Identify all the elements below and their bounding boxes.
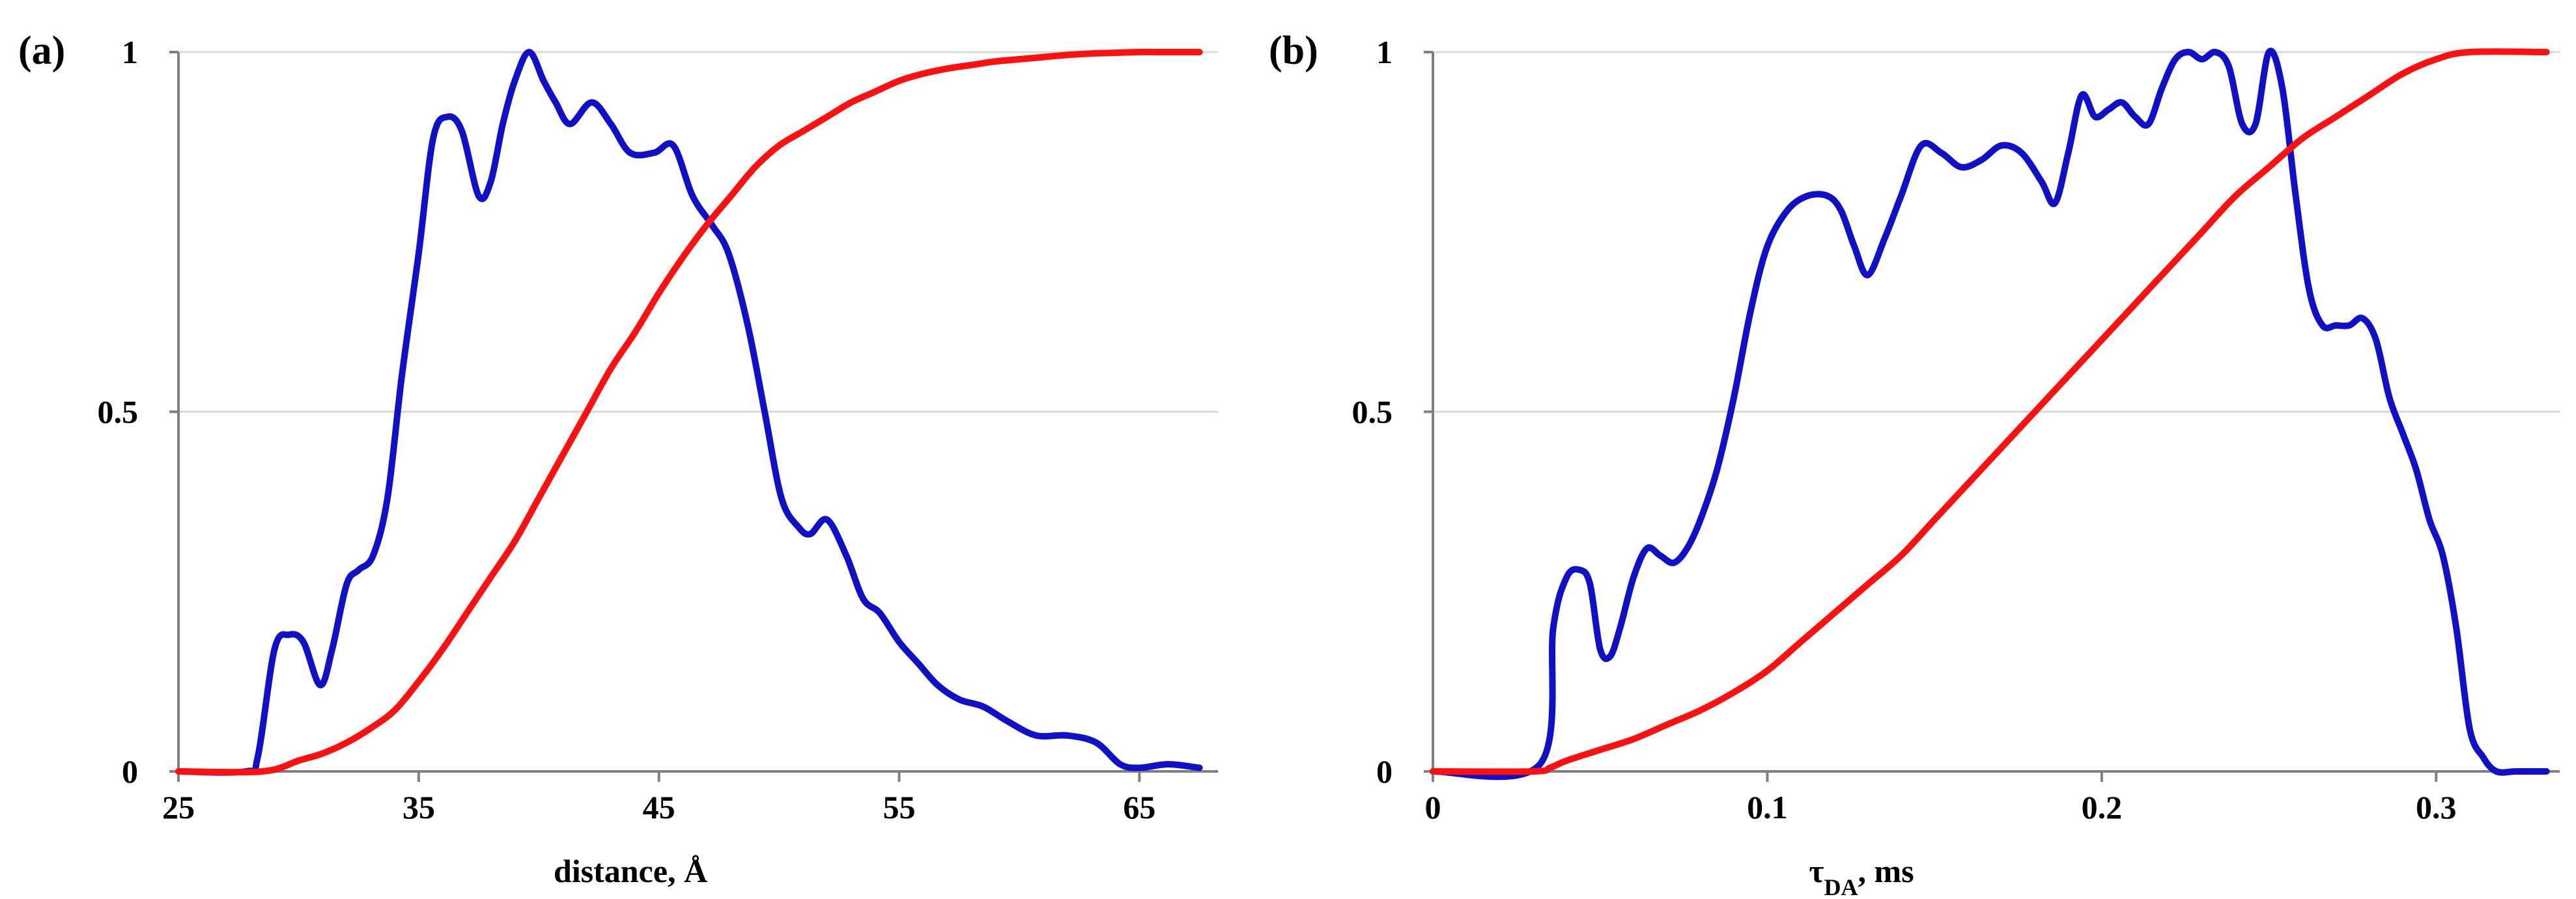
- x-axis-label-main: distance, Å: [554, 853, 707, 889]
- panel-label: (a): [18, 29, 65, 73]
- series-line-blue: [1430, 48, 2550, 781]
- x-tick-label: 55: [883, 789, 916, 825]
- series-line-red: [1430, 48, 2550, 775]
- x-tick-label: 0.2: [2082, 789, 2123, 825]
- series-line-blue: [175, 49, 1203, 776]
- x-tick-label: 25: [162, 789, 195, 825]
- panel-a-chart: 0 0.5 1 25 35 45 55 65 (a) distance, Å: [18, 29, 1218, 889]
- series-line-red: [175, 48, 1203, 776]
- panel-b-chart: 0 0.5 1 0 0.1 0.2 0.3 (b) τDA, ms: [1269, 29, 2560, 899]
- x-axis-label-subscript: DA: [1824, 874, 1858, 899]
- x-tick-label: 35: [403, 789, 435, 825]
- x-tick-label: 0.3: [2416, 789, 2457, 825]
- x-tick-label: 0: [1425, 789, 1441, 825]
- x-axis-label: τDA, ms: [1809, 853, 1914, 899]
- x-axis-label: distance, Å: [554, 853, 707, 889]
- x-axis-label-suffix: , ms: [1858, 853, 1914, 889]
- y-tick-label: 0.5: [1352, 394, 1393, 430]
- x-tick-label: 0.1: [1747, 789, 1788, 825]
- y-tick-label: 0: [1376, 753, 1393, 790]
- x-axis-label-main: τ: [1809, 853, 1824, 889]
- x-tick-label: 65: [1123, 789, 1155, 825]
- y-tick-label: 1: [122, 34, 138, 70]
- y-tick-label: 0.5: [98, 394, 139, 430]
- y-tick-label: 0: [122, 753, 138, 790]
- panel-label: (b): [1269, 29, 1318, 73]
- x-tick-label: 45: [643, 789, 675, 825]
- y-tick-label: 1: [1376, 34, 1393, 70]
